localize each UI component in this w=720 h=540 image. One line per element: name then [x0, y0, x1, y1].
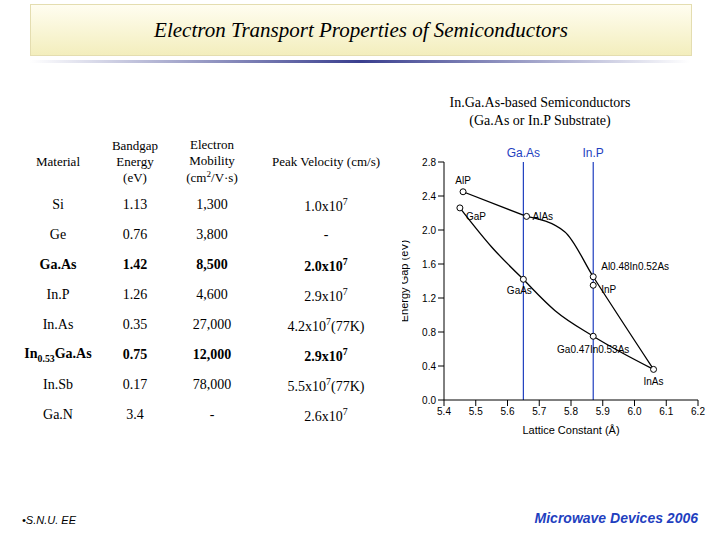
- svg-text:AlP: AlP: [455, 175, 471, 186]
- html-text:0.35: 0.35: [122, 317, 148, 332]
- html-text:0.76: 0.76: [122, 227, 148, 242]
- svg-text:1.2: 1.2: [422, 293, 436, 304]
- svg-text:2.0: 2.0: [422, 225, 436, 236]
- html-text:Ge: Ge: [49, 227, 67, 242]
- svg-text:InP: InP: [601, 284, 616, 295]
- html-text:5.5x10: 5.5x10: [287, 378, 327, 394]
- html-text:3,800: 3,800: [196, 227, 228, 242]
- svg-text:5.5: 5.5: [469, 406, 483, 417]
- html-text:7: 7: [342, 345, 348, 357]
- html-text:7: 7: [342, 285, 348, 297]
- svg-text:6.0: 6.0: [628, 406, 642, 417]
- html-text:Bandgap Energy (eV): Bandgap Energy (eV): [111, 138, 159, 185]
- html-text:7(77K): 7(77K): [326, 375, 365, 394]
- svg-text:2.8: 2.8: [422, 157, 436, 168]
- svg-text:5.9: 5.9: [596, 406, 610, 417]
- svg-text:0.8: 0.8: [422, 327, 436, 338]
- html-text:12,000: 12,000: [192, 347, 232, 362]
- svg-text:0.4: 0.4: [422, 361, 436, 372]
- svg-text:5.6: 5.6: [501, 406, 515, 417]
- svg-text:0.0: 0.0: [422, 395, 436, 406]
- html-text:4.2x10: 4.2x10: [287, 318, 327, 334]
- html-text:Ga.As: Ga.As: [39, 257, 77, 272]
- html-text:0.17: 0.17: [122, 377, 148, 392]
- html-text:8,500: 8,500: [196, 257, 228, 272]
- html-text:Si: Si: [52, 197, 64, 212]
- svg-text:AlAs: AlAs: [533, 211, 554, 222]
- svg-text:Al0.48In0.52As: Al0.48In0.52As: [601, 261, 669, 272]
- html-text:3.4: 3.4: [126, 407, 144, 422]
- html-text:2.6x10: 2.6x10: [304, 408, 343, 424]
- html-text:•S.N.U. EE: •S.N.U. EE: [22, 514, 76, 526]
- svg-text:GaAs: GaAs: [507, 285, 532, 296]
- html-text:Material: Material: [36, 154, 80, 169]
- html-text:2.0x10: 2.0x10: [304, 258, 343, 274]
- html-text:7: 7: [342, 195, 348, 207]
- html-text:Ga.N: Ga.N: [43, 407, 73, 422]
- svg-text:5.4: 5.4: [437, 406, 451, 417]
- html-text:7: 7: [342, 405, 348, 417]
- html-text:In0.53Ga.As: In0.53Ga.As: [24, 346, 92, 364]
- html-text:Electron Mobility (cm2/V·s): Electron Mobility (cm2/V·s): [186, 137, 238, 186]
- svg-text:Lattice Constant (Å): Lattice Constant (Å): [522, 424, 619, 436]
- html-text:1.42: 1.42: [122, 257, 148, 272]
- html-text:1.26: 1.26: [122, 287, 148, 302]
- html-text:Electron Transport Properties: Electron Transport Properties of Semicon…: [154, 17, 568, 42]
- html-text:1.0x10: 1.0x10: [304, 198, 343, 214]
- html-text:In.As: In.As: [42, 317, 74, 332]
- svg-text:Ga.As: Ga.As: [507, 146, 540, 160]
- html-text:1.13: 1.13: [122, 197, 148, 212]
- html-text:In.Sb: In.Sb: [43, 377, 73, 392]
- html-text:7: 7: [342, 255, 348, 267]
- html-text:1,300: 1,300: [196, 197, 228, 212]
- svg-text:2.4: 2.4: [422, 191, 436, 202]
- svg-text:6.2: 6.2: [691, 406, 705, 417]
- html-text:In.Ga.As-based Semiconductors: In.Ga.As-based Semiconductors: [449, 95, 631, 110]
- html-text:In.P: In.P: [46, 287, 70, 302]
- html-text:(Ga.As or In.P Substrate): (Ga.As or In.P Substrate): [469, 113, 611, 128]
- svg-text:InAs: InAs: [644, 376, 664, 387]
- svg-text:Ga0.47In0.53As: Ga0.47In0.53As: [557, 344, 629, 355]
- html-text:4,600: 4,600: [196, 287, 228, 302]
- html-text:7(77K): 7(77K): [326, 315, 365, 334]
- html-text:2.9x10: 2.9x10: [304, 288, 343, 304]
- svg-text:5.8: 5.8: [564, 406, 578, 417]
- html-text:27,000: 27,000: [192, 317, 232, 332]
- html-text:78,000: 78,000: [192, 377, 232, 392]
- html-text:2.9x10: 2.9x10: [304, 348, 343, 364]
- svg-text:6.1: 6.1: [659, 406, 673, 417]
- html-text:Peak Velocity (cm/s): Peak Velocity (cm/s): [272, 154, 380, 169]
- svg-text:1.6: 1.6: [422, 259, 436, 270]
- html-text:Microwave Devices 2006: Microwave Devices 2006: [534, 510, 698, 526]
- svg-text:5.7: 5.7: [532, 406, 546, 417]
- html-text:0.75: 0.75: [122, 347, 148, 362]
- svg-text:In.P: In.P: [583, 146, 604, 160]
- svg-text:GaP: GaP: [466, 211, 486, 222]
- svg-text:Energy Gap (eV): Energy Gap (eV): [402, 240, 410, 323]
